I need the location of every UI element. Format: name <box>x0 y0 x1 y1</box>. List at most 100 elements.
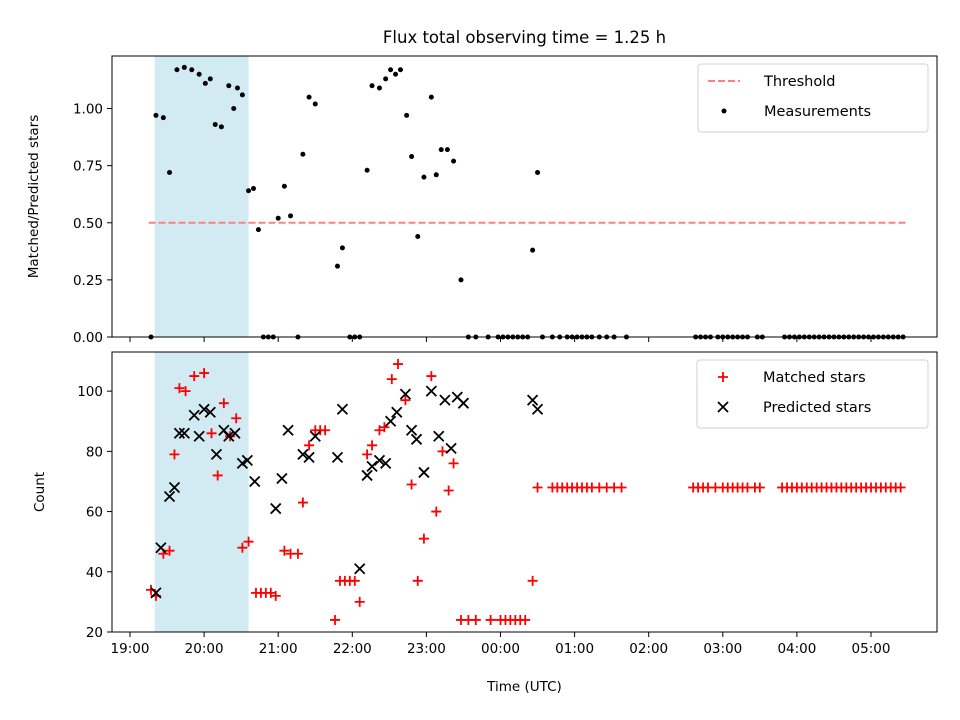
matched-star-point <box>392 359 403 370</box>
bottom-axes-frame <box>111 351 938 633</box>
predicted-star-point <box>526 394 539 406</box>
matched-star-point <box>354 596 365 607</box>
predicted-star-point <box>204 406 216 418</box>
bottom-y-ticks: 20 40 60 80 100 <box>77 384 112 641</box>
measurement-point <box>428 94 434 100</box>
predicted-star-point <box>229 427 241 439</box>
measurement-point <box>535 170 541 176</box>
y-tick-label: 80 <box>86 444 103 460</box>
predicted-star-point <box>410 433 423 445</box>
matched-star-point <box>443 485 454 496</box>
legend-label: Threshold <box>763 74 835 90</box>
shaded-span <box>154 352 249 632</box>
matched-star-point <box>362 449 373 460</box>
matched-star-point <box>431 506 442 517</box>
measurement-point <box>174 67 180 73</box>
measurement-point <box>306 94 312 100</box>
predicted-star-point <box>331 451 344 464</box>
matched-star-point <box>243 536 254 547</box>
measurement-point <box>415 233 421 239</box>
top-chart-title: Flux total observing time = 1.25 h <box>383 28 666 47</box>
measurement-point <box>369 83 375 89</box>
top-y-axis-label: Matched/Predicted stars <box>26 115 42 278</box>
y-tick-label: 20 <box>86 625 103 641</box>
measurement-point <box>275 215 281 221</box>
predicted-star-point <box>173 427 186 439</box>
matched-star-point <box>426 371 437 382</box>
measurement-point <box>421 174 427 180</box>
measurement-point <box>393 71 399 77</box>
measurement-point <box>234 85 240 91</box>
measurement-point <box>207 76 213 82</box>
predicted-star-point <box>155 542 167 554</box>
matched-star-point <box>279 545 290 556</box>
measurement-point <box>231 106 237 112</box>
legend-marker <box>718 372 728 382</box>
predicted-star-point <box>210 448 223 461</box>
matched-star-point <box>400 395 411 406</box>
predicted-star-point <box>193 430 205 442</box>
top-y-ticks: 0.00 0.25 0.50 0.75 1.00 <box>73 102 112 346</box>
legend-label: Predicted stars <box>763 400 871 416</box>
y-tick-label: 0.50 <box>73 216 103 232</box>
predicted-star-point <box>303 451 315 464</box>
predicted-star-point <box>188 409 200 421</box>
predicted-star-point <box>354 563 366 575</box>
predicted-star-point <box>150 587 162 599</box>
matched-star-point <box>532 482 543 493</box>
top-legend: Threshold Measurements <box>697 63 929 133</box>
predicted-star-point <box>399 388 412 400</box>
matched-star-point <box>349 575 360 586</box>
matched-star-point <box>189 371 200 382</box>
x-tick-label: 01:00 <box>555 641 594 657</box>
predicted-star-point <box>361 469 373 482</box>
measurement-point <box>189 67 195 73</box>
predicted-star-point <box>445 442 457 454</box>
y-tick-label: 60 <box>86 505 103 521</box>
matched-star-point <box>448 458 459 469</box>
x-tick-label: 22:00 <box>333 641 372 657</box>
x-tick-label: 19:00 <box>111 641 150 657</box>
y-tick-label: 0.75 <box>73 159 103 175</box>
matched-star-point <box>754 482 765 493</box>
matched-star-point <box>437 446 448 457</box>
predicted-star-point <box>366 460 378 473</box>
top-panel: 0.00 0.25 0.50 0.75 1.00 Flux total observin… <box>26 28 938 346</box>
measurement-point <box>153 112 159 118</box>
measurement-point <box>239 92 245 98</box>
predicted-star-point <box>282 424 294 436</box>
measurement-point <box>451 158 457 164</box>
matched-star-point <box>199 368 210 379</box>
matched-star-point <box>237 542 248 553</box>
matched-star-point <box>320 425 331 436</box>
predicted-star-point <box>276 472 288 485</box>
predicted-star-point <box>380 457 392 470</box>
y-tick-label: 1.00 <box>73 102 103 118</box>
matched-star-point <box>406 479 417 490</box>
matched-star-point <box>616 482 627 493</box>
legend-marker <box>717 401 729 413</box>
top-x-ticks <box>129 337 872 342</box>
predicted-star-point <box>236 457 249 470</box>
legend-label: Matched stars <box>763 370 866 386</box>
matched-star-point <box>367 440 378 451</box>
measurement-point <box>339 245 345 251</box>
x-tick-label: 05:00 <box>852 641 891 657</box>
matched-star-point <box>520 614 531 625</box>
legend-box <box>697 63 929 133</box>
matched-star-point <box>412 575 423 586</box>
measurement-point <box>388 67 394 73</box>
predicted-star-point <box>297 448 309 461</box>
x-tick-label: 02:00 <box>629 641 668 657</box>
measurement-point <box>288 213 294 219</box>
bottom-x-ticks: 19:00 20:00 21:00 22:00 23:00 00:00 01:00 02:00… <box>111 632 891 657</box>
predicted-star-point <box>270 502 282 515</box>
measurement-point <box>376 85 382 91</box>
matched-star-point <box>297 497 308 508</box>
predicted-star-point <box>241 454 253 467</box>
measurement-point <box>444 147 450 153</box>
measurement-point <box>438 147 444 153</box>
y-tick-label: 40 <box>86 565 103 581</box>
measurement-point <box>409 154 415 160</box>
